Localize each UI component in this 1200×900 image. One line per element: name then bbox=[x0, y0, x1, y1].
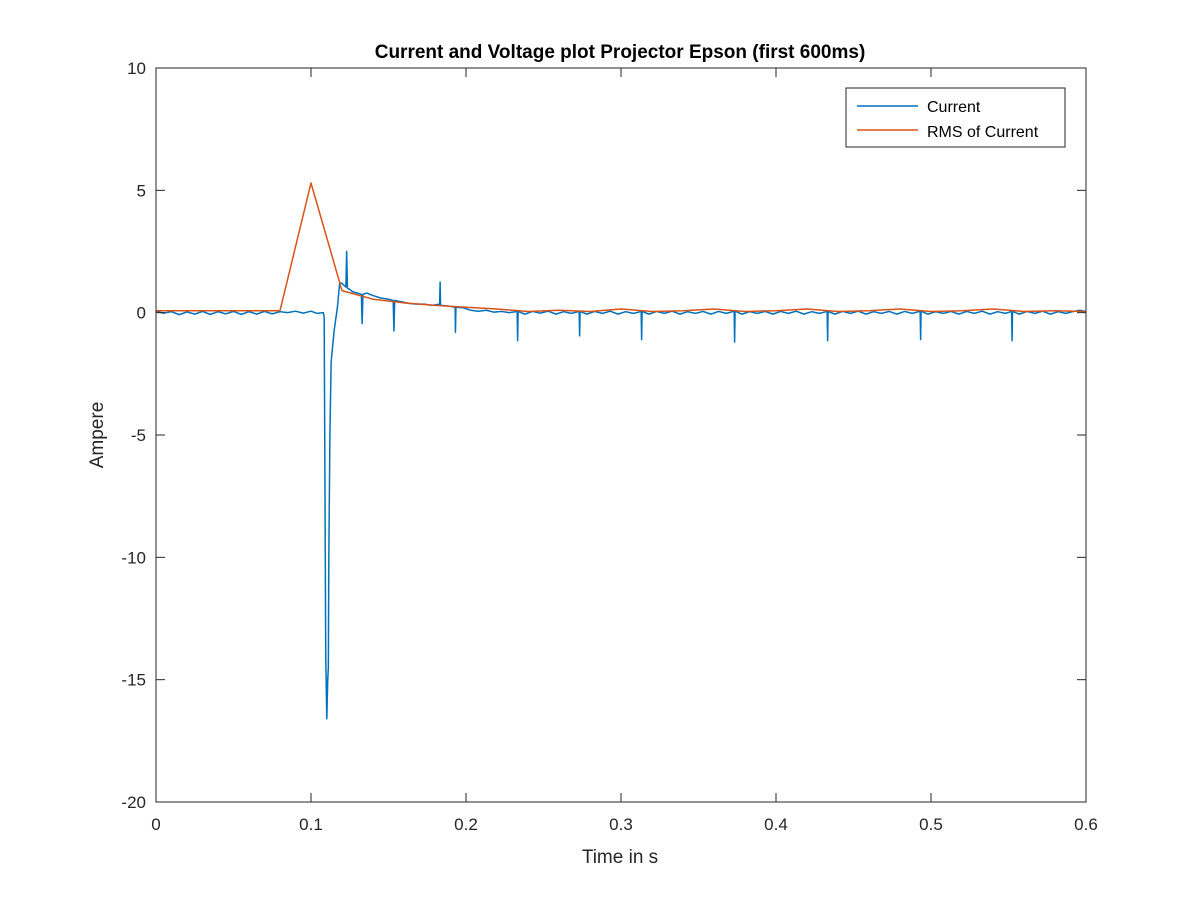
y-tick-label: -10 bbox=[121, 548, 146, 567]
y-tick-label: 0 bbox=[137, 304, 146, 323]
series-line-rms-of-current bbox=[156, 182, 1087, 313]
legend-label-rms: RMS of Current bbox=[927, 124, 1039, 141]
x-tick-label: 0.4 bbox=[764, 815, 788, 834]
legend-label-current: Current bbox=[927, 99, 981, 116]
legend: Current RMS of Current bbox=[845, 87, 1066, 148]
x-axis-label: Time in s bbox=[582, 847, 658, 868]
x-tick-label: 0.3 bbox=[609, 815, 633, 834]
y-axis-label: Ampere bbox=[87, 402, 108, 469]
x-tick-label: 0.6 bbox=[1074, 815, 1098, 834]
x-tick-label: 0.1 bbox=[299, 815, 323, 834]
series-line-current bbox=[155, 250, 1087, 720]
series-layer bbox=[155, 182, 1087, 720]
y-tick-label: -15 bbox=[121, 671, 146, 690]
legend-box bbox=[845, 87, 1066, 148]
x-tick-label: 0.2 bbox=[454, 815, 478, 834]
y-tick-label: -20 bbox=[121, 793, 146, 812]
y-tick-label: -5 bbox=[131, 426, 146, 445]
x-tick-label: 0.5 bbox=[919, 815, 943, 834]
chart-title: Current and Voltage plot Projector Epson… bbox=[375, 42, 866, 63]
plot-area: 0 0.1 0.2 0.3 0.4 0.5 0.6 -20 -15 -10 -5 0 5 10 bbox=[121, 59, 1097, 834]
y-tick-label: 5 bbox=[137, 181, 146, 200]
y-tick-label: 10 bbox=[127, 59, 146, 78]
x-axis: 0 0.1 0.2 0.3 0.4 0.5 0.6 bbox=[151, 68, 1098, 834]
x-tick-label: 0 bbox=[151, 815, 160, 834]
axes-background bbox=[156, 68, 1086, 802]
y-axis: -20 -15 -10 -5 0 5 10 bbox=[121, 59, 1086, 812]
